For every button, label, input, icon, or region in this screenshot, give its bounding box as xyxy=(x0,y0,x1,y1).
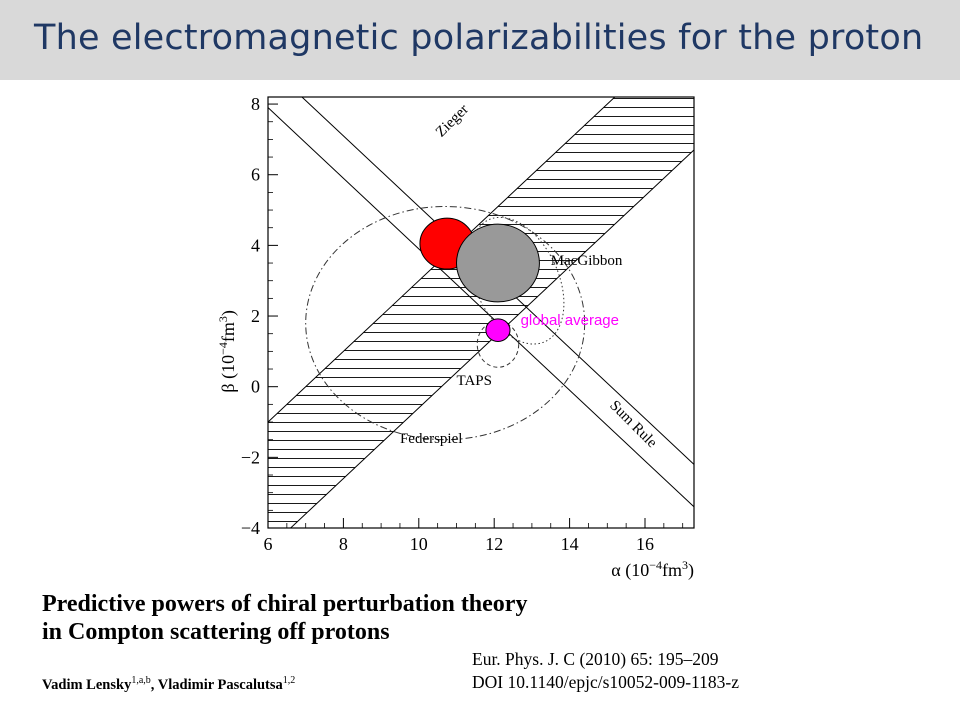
authors: Vadim Lensky1,a,b, Vladimir Pascalutsa1,… xyxy=(42,675,295,694)
x-tick-label: 16 xyxy=(636,534,654,554)
contour-taps xyxy=(476,320,520,368)
x-axis-label-part: fm xyxy=(662,560,682,580)
title-bar: The electromagnetic polarizabilities for… xyxy=(0,0,960,80)
y-tick-label: −2 xyxy=(241,447,260,467)
annotation-taps: TAPS xyxy=(456,373,491,389)
y-tick-label: 8 xyxy=(251,94,260,114)
band-sum-rule-edge-low xyxy=(268,106,694,508)
x-axis-label-part: ) xyxy=(688,560,694,581)
annotation-global-average: global average xyxy=(521,312,619,329)
band-zieger-edge-high xyxy=(268,97,616,423)
x-tick-label: 14 xyxy=(561,534,579,554)
annotation-zieger: Zieger xyxy=(433,101,472,140)
journal-reference: Eur. Phys. J. C (2010) 65: 195–209 DOI 1… xyxy=(472,648,739,694)
journal-doi: DOI 10.1140/epjc/s10052-009-1183-z xyxy=(472,672,739,692)
paper-title: Predictive powers of chiral perturbation… xyxy=(42,590,527,646)
author-separator: , xyxy=(150,676,158,693)
plot-area xyxy=(268,97,694,528)
author1: Vadim Lensky xyxy=(42,676,132,693)
author2-affiliation: 1,2 xyxy=(282,675,296,686)
author1-affiliation: 1,a,b xyxy=(131,675,151,686)
x-axis-label-part: α (10 xyxy=(611,560,649,581)
y-tick-label: 4 xyxy=(251,235,260,255)
x-axis-label-part: −4 xyxy=(649,558,662,572)
y-axis-label-part: 3 xyxy=(216,316,230,322)
annotation-federspiel: Federspiel xyxy=(400,431,462,447)
paper-title-line2: in Compton scattering off protons xyxy=(42,619,390,645)
x-tick-label: 6 xyxy=(264,534,273,554)
ellipse-global-average xyxy=(485,318,511,342)
x-tick-label: 12 xyxy=(485,534,503,554)
y-axis-label-part: −4 xyxy=(216,342,230,355)
journal-line1: Eur. Phys. J. C (2010) 65: 195–209 xyxy=(472,649,719,669)
x-axis-label-part: 3 xyxy=(682,558,688,572)
y-axis-label-part: fm xyxy=(218,322,238,342)
x-tick-label: 10 xyxy=(410,534,428,554)
y-tick-label: 0 xyxy=(251,377,260,397)
y-axis-label: β (10−4fm3) xyxy=(216,310,239,392)
plot-frame xyxy=(267,96,695,529)
y-tick-label: 6 xyxy=(251,165,260,185)
x-axis-label: α (10−4fm3) xyxy=(611,558,694,581)
y-axis-label-part: β (10 xyxy=(218,355,239,393)
y-tick-label: −4 xyxy=(241,518,260,538)
annotation-macgibbon: MacGibbon xyxy=(551,253,623,269)
y-tick-label: 2 xyxy=(251,306,260,326)
contour-federspiel xyxy=(305,206,586,441)
band-zieger-fill xyxy=(268,97,694,528)
paper-title-line1: Predictive powers of chiral perturbation… xyxy=(42,591,528,617)
x-tick-label: 8 xyxy=(339,534,348,554)
band-zieger-edge-low xyxy=(289,149,694,528)
author2: Vladimir Pascalutsa xyxy=(157,676,283,693)
slide-title: The electromagnetic polarizabilities for… xyxy=(34,18,924,58)
ellipse-grey xyxy=(455,223,540,303)
y-axis-label-part: ) xyxy=(218,310,239,316)
